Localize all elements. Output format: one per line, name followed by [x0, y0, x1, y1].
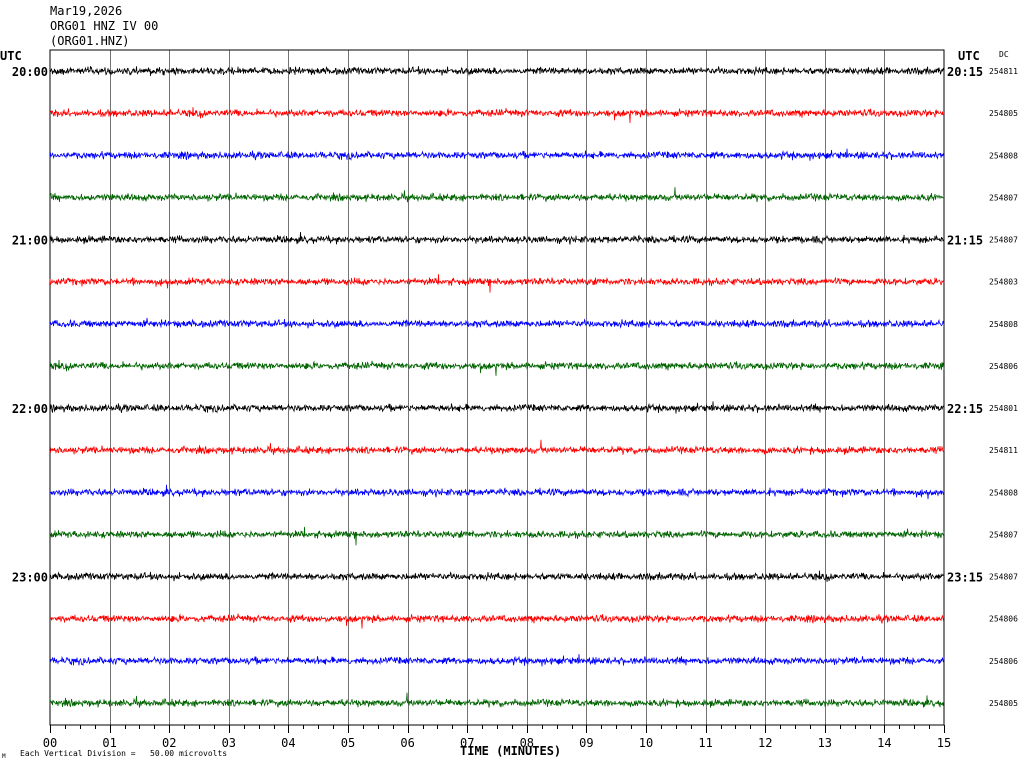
dc-offset-label: 254803	[989, 278, 1018, 287]
hour-label-right: 22:15	[947, 402, 983, 416]
seismic-trace	[49, 439, 945, 456]
dc-offset-label: 254806	[989, 362, 1018, 371]
scale-note: Each Vertical Division = 50.00 microvolt…	[20, 749, 228, 758]
seismic-trace	[49, 484, 945, 500]
x-tick-label: 02	[162, 736, 176, 750]
dc-offset-label: 254807	[989, 193, 1018, 202]
x-tick-label: 00	[43, 736, 57, 750]
hour-label-right: 23:15	[947, 571, 983, 585]
x-tick-label: 05	[341, 736, 355, 750]
dc-offset-label: 254811	[989, 446, 1018, 455]
seismic-trace	[49, 317, 945, 329]
dc-offset-label: 254805	[989, 699, 1018, 708]
dc-offset-label: 254805	[989, 109, 1018, 118]
seismic-trace	[49, 613, 945, 629]
x-tick-label: 14	[877, 736, 891, 750]
seismic-trace	[49, 526, 945, 546]
seismic-trace	[49, 187, 945, 203]
dc-offset-label: 254806	[989, 615, 1018, 624]
dc-offset-label: 254808	[989, 151, 1018, 160]
seismic-trace	[49, 359, 945, 376]
x-tick-label: 09	[579, 736, 593, 750]
dc-offset-label: 254801	[989, 404, 1018, 413]
x-tick-label: 06	[400, 736, 414, 750]
hour-label-left: 22:00	[12, 402, 48, 416]
x-axis-title: TIME (MINUTES)	[460, 744, 562, 758]
hour-label-left: 21:00	[12, 234, 48, 248]
plot-grid	[49, 49, 945, 726]
dc-offset-label: 254807	[989, 530, 1018, 539]
dc-offset-label: 254808	[989, 320, 1018, 329]
dc-offset-label: 254807	[989, 236, 1018, 245]
x-tick-label: 03	[222, 736, 236, 750]
seismic-trace	[49, 570, 945, 582]
row-labels: 20:00 21:00 22:00 23:00 20:15 21:15 22:15 23:15…	[12, 65, 1018, 708]
x-tick-label: 13	[818, 736, 832, 750]
seismic-trace	[49, 231, 945, 245]
seismic-trace	[49, 274, 945, 293]
right-utc-title: UTC	[958, 49, 980, 63]
seismic-trace	[49, 692, 945, 708]
seismic-trace	[49, 65, 945, 77]
x-tick-label: 01	[102, 736, 116, 750]
corner-mark: M	[2, 753, 6, 760]
dc-offset-label: 254808	[989, 488, 1018, 497]
seismic-trace	[49, 107, 945, 124]
x-tick-label: 07	[460, 736, 474, 750]
dc-title: DC	[999, 50, 1009, 59]
x-tick-label: 10	[639, 736, 653, 750]
dc-offset-label: 254806	[989, 657, 1018, 666]
left-utc-title: UTC	[0, 49, 22, 63]
x-tick-label: 15	[937, 736, 951, 750]
header-channel: (ORG01.HNZ)	[50, 34, 130, 48]
x-tick-label: 11	[698, 736, 712, 750]
header-date: Mar19,2026	[50, 4, 123, 18]
dc-offset-label: 254807	[989, 573, 1018, 582]
trace-group	[49, 65, 945, 708]
x-axis: 00 01 02 03 04 05 06 07 08 09 10 11 12 13 14 15	[43, 725, 951, 750]
plot-frame	[49, 49, 945, 726]
x-tick-label: 12	[758, 736, 772, 750]
dc-offset-label: 254811	[989, 67, 1018, 76]
x-tick-label: 08	[520, 736, 534, 750]
hour-label-left: 20:00	[12, 65, 48, 79]
hour-label-right: 21:15	[947, 234, 983, 248]
seismic-trace	[49, 401, 945, 414]
header-station: ORG01 HNZ IV 00	[50, 19, 159, 33]
hour-label-left: 23:00	[12, 571, 48, 585]
seismic-trace	[49, 654, 945, 667]
hour-label-right: 20:15	[947, 65, 983, 79]
x-tick-label: 04	[281, 736, 295, 750]
seismic-trace	[49, 148, 945, 161]
